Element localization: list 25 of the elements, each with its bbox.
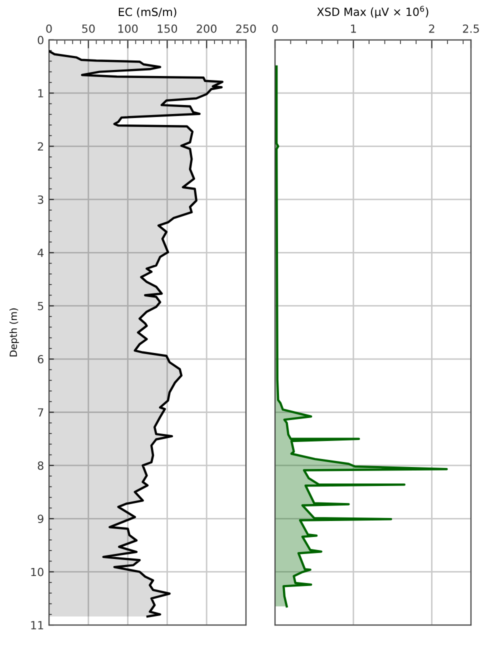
x-axis-title: EC (mS/m) <box>118 8 176 18</box>
y-tick-label: 1 <box>38 89 44 98</box>
x-tick-label: 50 <box>82 24 95 33</box>
x-tick-label: 2.5 <box>462 24 479 33</box>
y-tick-label: 2 <box>38 142 44 151</box>
x-tick-label: 200 <box>196 24 216 33</box>
y-tick-label: 8 <box>38 461 44 470</box>
y-tick-label: 9 <box>38 514 44 524</box>
x-tick-label: 150 <box>158 24 178 33</box>
x-tick-label: 2 <box>429 24 434 33</box>
y-tick-label: 7 <box>38 408 44 416</box>
y-tick-label: 0 <box>38 36 44 44</box>
y-tick-label: 5 <box>38 302 44 310</box>
y-tick-label: 10 <box>31 568 44 576</box>
x-axis-title: XSD Max (µV × 10$^{6}$) <box>317 6 428 18</box>
x-tick-label: 0 <box>272 24 278 33</box>
y-tick-label: 3 <box>38 195 44 204</box>
x-tick-label: 100 <box>118 24 138 33</box>
x-tick-label: 250 <box>236 24 256 33</box>
y-tick-label: 4 <box>38 248 44 257</box>
y-axis-title: Depth (m) <box>9 308 19 356</box>
x-tick-label: 1 <box>351 24 356 33</box>
y-tick-label: 11 <box>31 621 44 630</box>
y-tick-label: 6 <box>38 355 44 364</box>
x-tick-label: 0 <box>46 24 52 33</box>
